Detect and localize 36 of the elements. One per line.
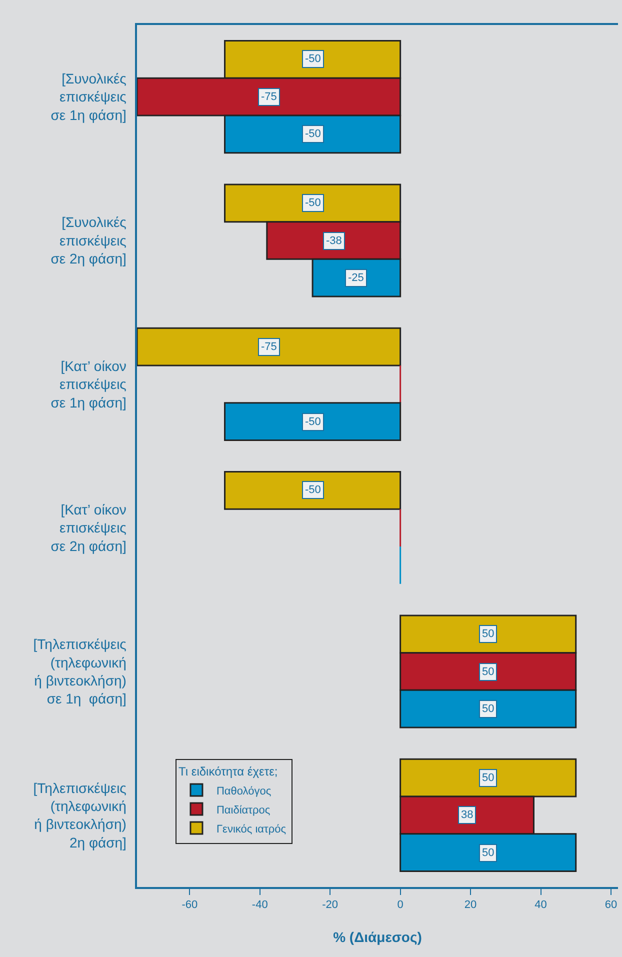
- data-label: 50: [482, 628, 494, 640]
- x-tick-label: 60: [604, 898, 618, 911]
- data-label: -38: [326, 235, 342, 247]
- data-label: -50: [305, 416, 321, 428]
- x-tick-label: -60: [182, 898, 198, 911]
- y-tick-label: [Κατ’ οίκον επισκέψεις σε 1η φάση]: [50, 358, 127, 410]
- x-tick-label: 40: [534, 898, 547, 911]
- data-label: -50: [305, 128, 321, 140]
- x-tick-label: 20: [464, 898, 477, 911]
- data-label: 38: [461, 809, 474, 821]
- data-label: 50: [482, 847, 494, 859]
- y-tick-label: [Συνολικές επισκέψεις σε 1η φάση]: [50, 70, 127, 123]
- data-label: 50: [482, 703, 494, 715]
- y-tick-label: [Συνολικές επισκέψεις σε 2η φάση]: [50, 214, 127, 267]
- bar: [224, 471, 402, 510]
- legend-label: Παιδίατρος: [216, 804, 270, 816]
- data-label: -75: [261, 341, 277, 353]
- data-label: -25: [348, 272, 364, 284]
- data-label: -50: [305, 197, 321, 209]
- bar: [137, 327, 402, 366]
- x-axis-title: % (Διάμεσος): [333, 928, 422, 945]
- bar: [224, 402, 402, 441]
- x-tick-label: 0: [397, 898, 404, 911]
- y-tick-label: [Τηλεπισκέψεις (τηλεφωνική ή βιντεοκλήση) σε 1η φάση]: [33, 636, 127, 707]
- y-tick-label: [Τηλεπισκέψεις (τηλεφωνική ή βιντεοκλήση) 2η φάση]: [33, 780, 127, 850]
- data-label: -75: [261, 91, 277, 103]
- data-label: 50: [482, 666, 494, 678]
- data-label: 50: [482, 772, 494, 784]
- x-tick-label: -40: [252, 898, 268, 911]
- x-tick-label: -20: [322, 898, 338, 911]
- legend-title: Τι ειδικότητα έχετε;: [178, 764, 278, 778]
- y-tick-label: [Κατ’ οίκον επισκέψεις σε 2η φάση]: [50, 502, 127, 554]
- data-label: -50: [305, 484, 321, 496]
- data-label: -50: [305, 53, 321, 65]
- legend-label: Παθολόγος: [216, 785, 272, 798]
- legend-label: Γενικός ιατρός: [216, 823, 286, 836]
